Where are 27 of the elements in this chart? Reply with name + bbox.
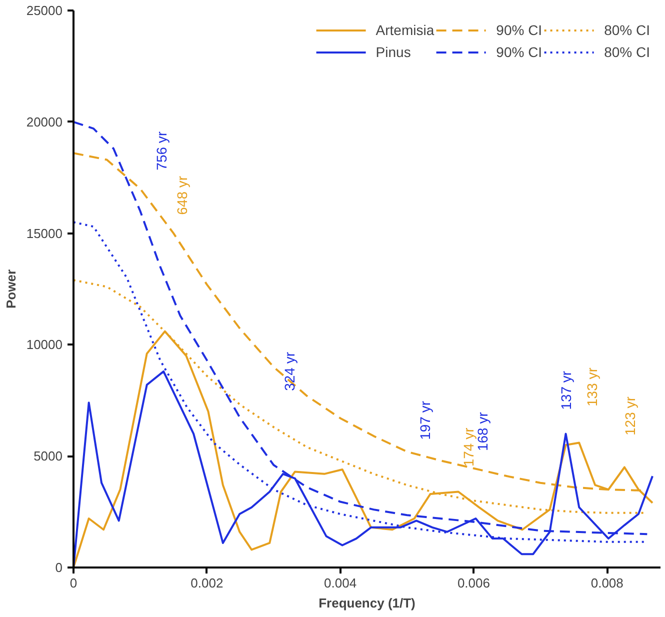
y-tick-label: 0 xyxy=(55,560,63,575)
annotation: 123 yr xyxy=(622,396,638,436)
x-tick-label: 0.002 xyxy=(190,576,224,590)
x-axis-title: Frequency (1/T) xyxy=(318,596,416,610)
x-tick-label: 0 xyxy=(70,576,78,590)
x-tick-label: 0.008 xyxy=(590,576,624,590)
legend-label: 90% CI xyxy=(496,22,542,38)
legend-label: Pinus xyxy=(376,44,411,60)
y-tick-label: 5000 xyxy=(34,448,62,464)
annotation: 756 yr xyxy=(154,131,170,170)
annotation: 324 yr xyxy=(282,352,298,391)
legend-label: 80% CI xyxy=(604,44,650,60)
annotation: 137 yr xyxy=(558,370,574,410)
annotation: 174 yr xyxy=(460,427,476,467)
legend-label: 90% CI xyxy=(496,44,542,60)
annotation: 133 yr xyxy=(584,367,600,406)
y-tick-label: 10000 xyxy=(26,337,63,352)
x-tick-label: 0.006 xyxy=(457,576,490,590)
y-tick-label: 15000 xyxy=(26,226,63,241)
x-tick-label: 0.004 xyxy=(324,576,357,590)
legend-label: 80% CI xyxy=(604,22,650,38)
annotation: 648 yr xyxy=(174,176,190,215)
y-axis-title: Power xyxy=(3,269,18,309)
legend-label: Artemisia xyxy=(376,22,434,38)
y-tick-label: 20000 xyxy=(26,114,63,130)
y-tick-label: 25000 xyxy=(26,3,63,18)
annotation: 197 yr xyxy=(417,400,434,440)
